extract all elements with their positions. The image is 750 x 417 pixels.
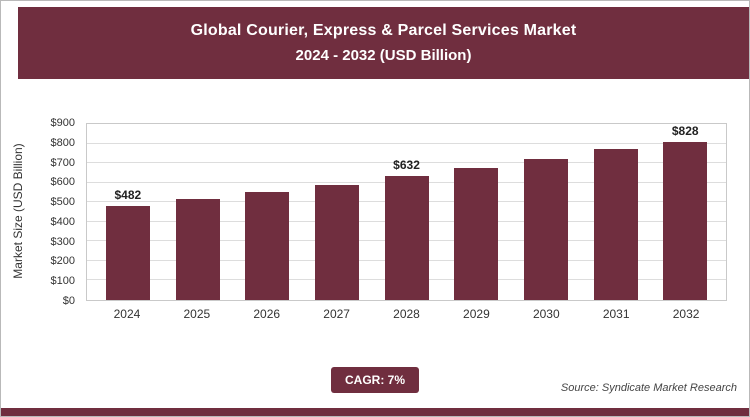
x-tick-label: 2027	[323, 307, 350, 321]
y-tick-label: $500	[50, 196, 75, 209]
bar-2030	[523, 158, 568, 300]
bar-slot	[163, 124, 233, 300]
bar-slot: $482	[93, 124, 163, 300]
bar-slot	[511, 124, 581, 300]
gridline	[87, 162, 726, 164]
x-tick-label: 2025	[183, 307, 211, 321]
bar-2029	[454, 167, 499, 300]
bar-value-label: $632	[393, 158, 420, 173]
x-tick-label: 2030	[532, 307, 560, 321]
y-tick-label: $300	[50, 235, 75, 248]
y-tick-label: $900	[50, 117, 75, 129]
x-tick-label: 2028	[393, 307, 420, 321]
y-tick-label: $700	[50, 156, 75, 169]
chart-title-line2: 2024 - 2032 (USD Billion)	[295, 47, 472, 64]
plot-area: $482 $632 $828	[86, 123, 727, 301]
y-axis-title: Market Size (USD Billion)	[11, 143, 25, 279]
bar-2024	[105, 205, 150, 300]
bar-2025	[175, 199, 220, 300]
y-tick-label: $100	[50, 275, 75, 288]
source-text: Source: Syndicate Market Research	[560, 382, 737, 394]
y-tick-label: $0	[62, 295, 75, 307]
y-axis-tick-labels: $0 $100 $200 $300 $400 $500 $600 $700 $800 $900	[31, 117, 81, 307]
bar-slot: $828	[650, 124, 720, 300]
x-tick-label: 2032	[672, 307, 700, 321]
x-tick-label: 2029	[463, 307, 490, 321]
bar-value-label: $828	[671, 124, 699, 138]
bar-2028	[384, 176, 429, 300]
x-tick-label: 2026	[253, 307, 281, 321]
bar-series: $482 $632 $828	[87, 124, 726, 300]
y-tick-label: $600	[50, 176, 75, 189]
bar-2031	[593, 148, 638, 300]
x-tick-label: 2031	[602, 307, 630, 321]
chart-title-banner: Global Courier, Express & Parcel Service…	[18, 7, 749, 79]
bar-slot: $632	[372, 124, 442, 300]
bar-value-label: $482	[114, 187, 142, 202]
bottom-strip	[1, 408, 749, 416]
bar-2026	[245, 192, 290, 300]
chart-title-line1: Global Courier, Express & Parcel Service…	[190, 22, 577, 39]
y-tick-label: $400	[50, 215, 75, 228]
y-tick-label: $200	[50, 255, 75, 268]
cagr-badge: CAGR: 7%	[330, 367, 420, 393]
x-axis-tick-labels: 2024 2025 2026 2027 2028 2029 2030 2031 2032	[86, 307, 727, 321]
y-tick-label: $800	[50, 136, 75, 149]
bar-2027	[314, 184, 359, 300]
bar-slot	[441, 124, 511, 300]
bar-slot	[232, 124, 302, 300]
bar-slot	[581, 124, 651, 300]
x-tick-label: 2024	[113, 307, 141, 321]
bar-slot	[302, 124, 372, 300]
bar-2032	[663, 142, 708, 300]
gridline	[87, 142, 726, 144]
